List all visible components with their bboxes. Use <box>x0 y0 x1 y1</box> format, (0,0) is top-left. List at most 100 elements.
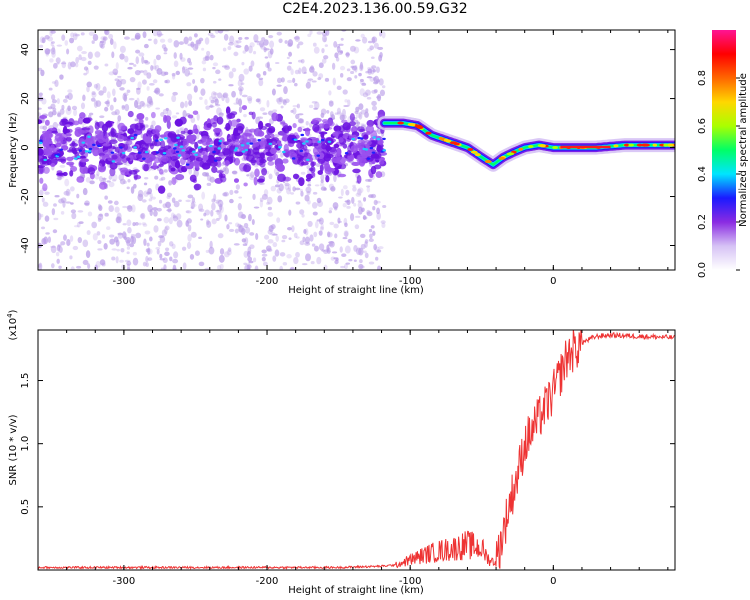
noise-speckle <box>359 88 365 96</box>
noise-speckle <box>372 230 376 236</box>
snr-xtick-label: 0 <box>550 576 556 587</box>
noise-speckle <box>290 192 295 195</box>
noise-band-blob <box>43 166 50 174</box>
noise-band-blob <box>361 152 368 159</box>
noise-speckle <box>73 109 78 117</box>
noise-speckle <box>292 186 296 192</box>
noise-speckle <box>214 98 219 106</box>
noise-band-blob <box>141 143 149 151</box>
noise-speckle <box>361 82 367 86</box>
spectrogram-ylabel: Frequency (Hz) <box>8 112 19 188</box>
noise-speckle <box>206 220 212 228</box>
noise-speckle <box>253 50 257 55</box>
noise-speckle <box>369 45 375 51</box>
noise-speckle <box>300 59 305 64</box>
noise-speckle <box>354 64 358 73</box>
noise-speckle <box>74 33 80 37</box>
noise-speckle <box>135 49 141 54</box>
noise-band-blob <box>83 144 88 148</box>
noise-speckle <box>192 203 197 207</box>
noise-band-blob <box>201 135 208 140</box>
noise-speckle <box>326 110 330 114</box>
noise-speckle <box>189 253 195 260</box>
noise-speckle <box>76 45 83 52</box>
noise-speckle <box>129 62 134 65</box>
noise-speckle <box>265 62 270 69</box>
noise-speckle <box>348 258 353 262</box>
noise-speckle <box>51 44 56 53</box>
noise-speckle <box>334 112 339 115</box>
noise-band-hot <box>155 139 159 142</box>
noise-speckle <box>151 196 156 200</box>
noise-speckle <box>96 170 100 177</box>
noise-speckle <box>241 214 247 220</box>
noise-speckle <box>143 182 148 186</box>
noise-band-hot <box>317 140 322 143</box>
noise-speckle <box>159 258 166 261</box>
noise-band-hot <box>351 137 355 141</box>
noise-speckle <box>320 179 324 184</box>
noise-speckle <box>241 94 248 98</box>
noise-speckle <box>160 112 165 117</box>
noise-speckle <box>146 248 153 255</box>
noise-speckle <box>157 33 164 36</box>
noise-speckle <box>276 217 281 223</box>
noise-speckle <box>163 264 167 270</box>
noise-speckle <box>200 77 205 84</box>
ridge-hotspot <box>470 150 478 154</box>
noise-speckle <box>91 92 97 98</box>
noise-speckle <box>259 116 264 119</box>
noise-speckle <box>53 62 58 69</box>
noise-speckle <box>50 245 57 254</box>
noise-band-hot <box>177 154 182 157</box>
noise-speckle <box>346 77 352 82</box>
noise-speckle <box>187 233 192 242</box>
noise-speckle <box>254 163 259 168</box>
noise-speckle <box>331 62 336 70</box>
noise-speckle <box>339 73 344 78</box>
noise-band-blob <box>311 138 319 144</box>
noise-speckle <box>80 56 87 62</box>
noise-band-blob <box>39 177 44 184</box>
noise-band-blob <box>158 163 164 167</box>
noise-speckle <box>162 203 168 209</box>
noise-speckle <box>362 214 367 221</box>
noise-speckle <box>237 223 242 228</box>
noise-speckle <box>61 34 66 41</box>
noise-speckle <box>171 197 176 203</box>
noise-band-hot <box>209 144 213 148</box>
noise-band-blob <box>267 126 276 133</box>
noise-speckle <box>307 78 314 81</box>
noise-speckle <box>305 81 311 89</box>
noise-band-blob <box>259 158 267 164</box>
noise-speckle <box>142 79 147 85</box>
noise-band-blob <box>259 138 267 147</box>
noise-band-blob <box>189 155 196 162</box>
ridge-hotspot <box>474 153 481 157</box>
noise-speckle <box>173 60 179 68</box>
noise-speckle <box>372 206 376 211</box>
noise-band-blob <box>317 152 325 160</box>
noise-speckle <box>351 196 355 204</box>
noise-speckle <box>314 184 320 187</box>
noise-speckle <box>190 117 196 124</box>
noise-speckle <box>162 257 168 264</box>
ridge-hotspot <box>438 136 443 140</box>
noise-speckle <box>118 173 125 181</box>
noise-speckle <box>50 42 54 47</box>
noise-speckle <box>93 65 99 70</box>
noise-band-blob <box>216 170 224 174</box>
noise-band-blob <box>42 183 48 192</box>
noise-band-blob <box>55 142 62 148</box>
noise-speckle <box>375 256 379 261</box>
noise-band-blob <box>235 123 245 131</box>
noise-speckle <box>69 255 73 260</box>
noise-band-blob <box>373 152 382 160</box>
noise-speckle <box>321 58 327 64</box>
noise-speckle <box>258 78 264 87</box>
noise-speckle <box>237 203 242 211</box>
noise-speckle <box>139 100 145 107</box>
noise-speckle <box>140 212 146 220</box>
noise-band-blob <box>358 128 366 133</box>
